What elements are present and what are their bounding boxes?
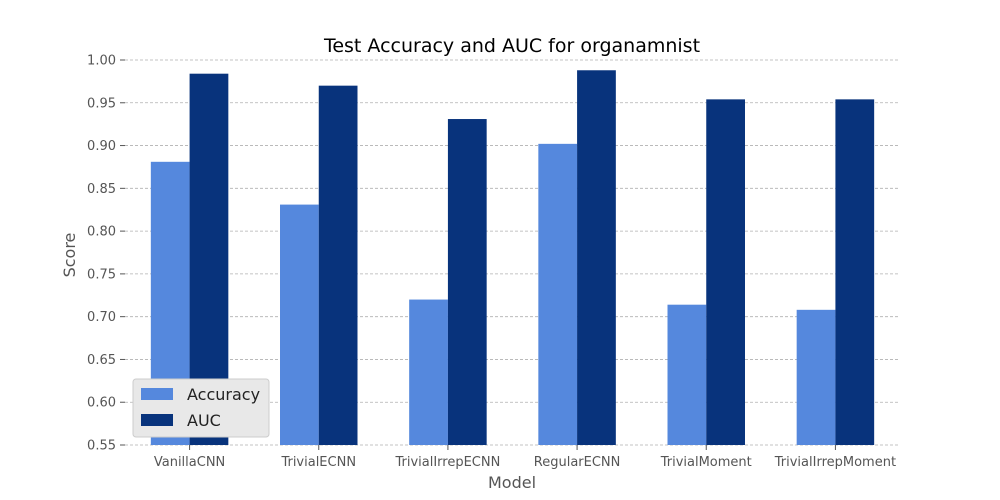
y-tick-label: 0.65 [87, 353, 116, 368]
y-tick-label: 0.95 [87, 96, 116, 111]
y-tick-label: 0.90 [87, 139, 116, 154]
x-tick-label-trivialirrepecnn: TrivialIrrepECNN [394, 455, 500, 470]
bar-accuracy-trivialirrepecnn [409, 299, 448, 445]
y-tick-label: 0.60 [87, 396, 116, 411]
x-tick-label-trivialmoment: TrivialMoment [660, 455, 752, 470]
legend: Accuracy AUC [132, 378, 270, 438]
x-tick-label-vanillacnn: VanillaCNN [154, 455, 225, 470]
y-tick-label: 0.80 [87, 225, 116, 240]
y-tick-label: 1.00 [87, 54, 116, 69]
bar-auc-trivialirrepmoment [835, 99, 875, 445]
legend-swatch-auc [141, 414, 173, 426]
bar-auc-trivialirrepecnn [447, 119, 487, 446]
legend-swatch-accuracy [141, 388, 173, 400]
y-tick-label: 0.70 [87, 310, 116, 325]
grid-lines [125, 59, 900, 446]
y-axis-ticks: 0.55 0.60 0.65 0.70 0.75 0.80 0.85 0.90 0.95 1.00 [87, 54, 125, 454]
x-tick-label-trivialecnn: TrivialECNN [280, 455, 356, 470]
x-tick-label-regularecnn: RegularECNN [534, 455, 621, 470]
bar-accuracy-trivialecnn [280, 204, 319, 445]
bar-accuracy-trivialmoment [667, 304, 707, 445]
bar-accuracy-regularecnn [538, 143, 578, 445]
legend-label-accuracy: Accuracy [187, 385, 260, 404]
legend-label-auc: AUC [187, 411, 221, 430]
bar-auc-trivialecnn [318, 85, 358, 446]
bar-auc-regularecnn [577, 70, 616, 446]
chart-title: Test Accuracy and AUC for organamnist [323, 35, 700, 57]
y-tick-label: 0.75 [87, 267, 116, 282]
y-axis-title: Score [60, 233, 79, 278]
x-axis-ticks: VanillaCNN TrivialECNN TrivialIrrepECNN Reg… [154, 445, 896, 470]
x-tick-label-trivialirrepmoment: TrivialIrrepMoment [774, 455, 896, 470]
x-axis-title: Model [488, 473, 536, 492]
y-tick-label: 0.85 [87, 182, 116, 197]
y-tick-label: 0.55 [87, 439, 116, 454]
bar-accuracy-trivialirrepmoment [796, 309, 836, 445]
bar-auc-trivialmoment [706, 99, 745, 445]
